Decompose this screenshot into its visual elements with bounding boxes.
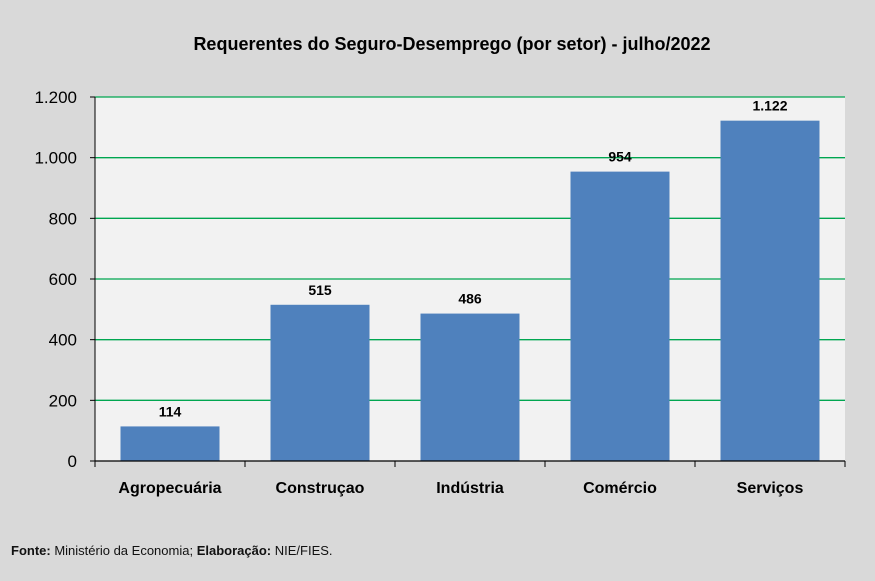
x-tick-label: Comércio bbox=[583, 480, 657, 497]
source-text: Ministério da Economia; bbox=[54, 543, 194, 558]
data-label: 114 bbox=[159, 403, 182, 419]
data-label: 486 bbox=[458, 291, 482, 307]
y-tick-label: 600 bbox=[49, 270, 77, 289]
x-tick-label: Construçao bbox=[276, 480, 365, 497]
y-tick-label: 800 bbox=[49, 209, 77, 228]
bar-2 bbox=[420, 313, 520, 461]
source-label: Fonte: bbox=[11, 543, 51, 558]
x-tick-label: Indústria bbox=[436, 480, 504, 497]
credit-text: NIE/FIES. bbox=[274, 543, 333, 558]
data-label: 954 bbox=[608, 149, 632, 165]
x-tick-label: Agropecuária bbox=[118, 480, 221, 497]
bar-3 bbox=[570, 171, 670, 461]
y-tick-label: 1.000 bbox=[34, 149, 77, 168]
data-label: 515 bbox=[308, 282, 332, 298]
bar-4 bbox=[720, 120, 820, 461]
x-tick-label: Serviços bbox=[737, 480, 804, 497]
chart-title: Requerentes do Seguro-Desemprego (por se… bbox=[193, 34, 710, 54]
bar-1 bbox=[270, 304, 370, 461]
y-tick-label: 200 bbox=[49, 391, 77, 410]
data-label: 1.122 bbox=[752, 98, 787, 114]
y-tick-label: 1.200 bbox=[34, 88, 77, 107]
y-tick-label: 0 bbox=[68, 452, 77, 471]
chart-footer: Fonte: Ministério da Economia; Elaboraçã… bbox=[11, 543, 333, 558]
bar-0 bbox=[120, 426, 220, 461]
credit-label: Elaboração: bbox=[196, 543, 272, 558]
y-tick-label: 400 bbox=[49, 331, 77, 350]
